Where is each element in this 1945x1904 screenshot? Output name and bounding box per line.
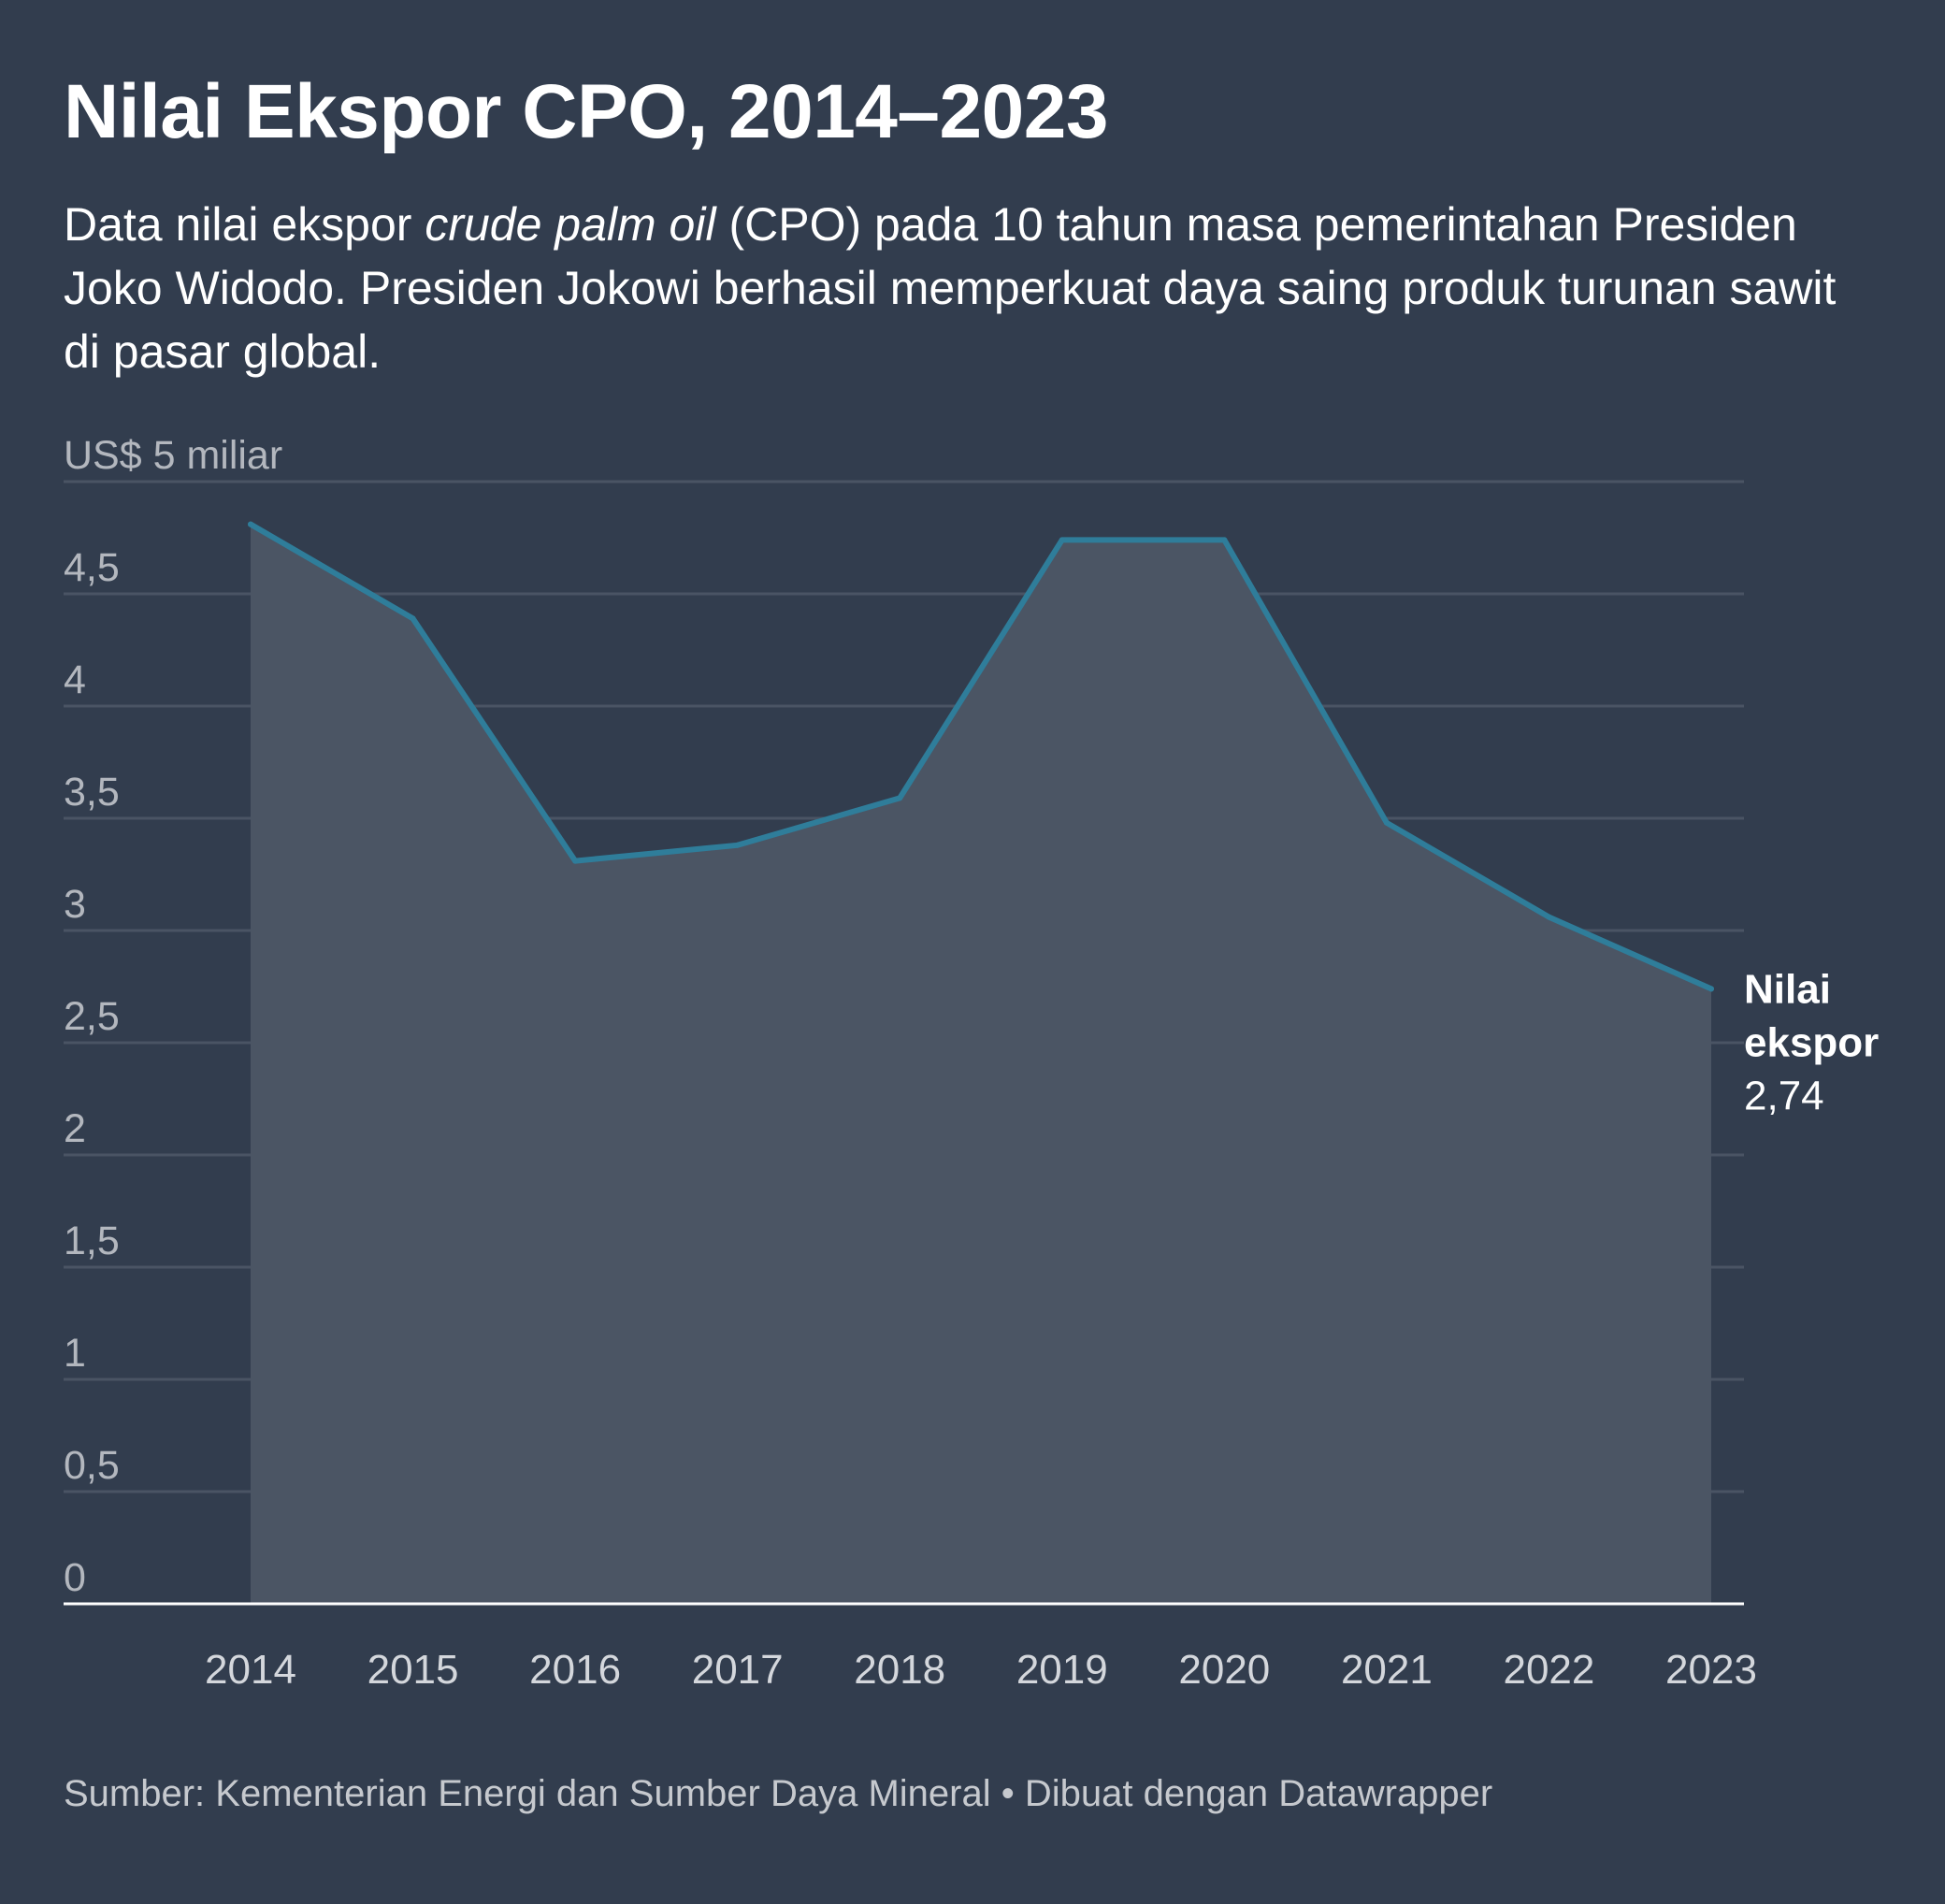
y-tick-label-2: 1 [64, 1331, 86, 1376]
data-point-2022 [1546, 914, 1552, 920]
footer-separator: • [1001, 1773, 1015, 1814]
data-point-2019 [1059, 537, 1065, 543]
x-tick-label-2020: 2020 [1178, 1647, 1270, 1693]
subtitle-text-end: (CPO) pada 10 tahun masa pemerintahan Pr… [64, 198, 1837, 378]
x-tick-label-2021: 2021 [1341, 1647, 1433, 1693]
y-tick-label-1: 0,5 [64, 1443, 120, 1488]
y-tick-label-0: 0 [64, 1555, 86, 1600]
y-tick-label-3: 1,5 [64, 1219, 120, 1263]
x-tick-label-2018: 2018 [854, 1647, 945, 1693]
series-line-nilai-ekspor [248, 521, 1714, 992]
x-tick-label-2023: 2023 [1665, 1647, 1757, 1693]
y-tick-label-6: 3 [64, 882, 86, 927]
end-label-value: 2,74 [1744, 1073, 1824, 1118]
x-tick-label-2019: 2019 [1016, 1647, 1108, 1693]
y-tick-label-9: 4,5 [64, 545, 120, 590]
chart-footer: Sumber: Kementerian Energi dan Sumber Da… [64, 1769, 1840, 1818]
y-axis-tick-labels: 0 0,5 1 1,5 2 2,5 3 3,5 4 4,5 US$ 5 miliar [64, 433, 282, 1600]
data-point-2018 [897, 795, 903, 801]
end-label-series-name-line1: Nilai [1744, 966, 1831, 1012]
data-point-2021 [1383, 819, 1390, 826]
data-point-2014 [248, 521, 253, 527]
chart-title: Nilai Ekspor CPO, 2014–2023 [64, 69, 1108, 154]
end-label: Nilai ekspor 2,74 [1744, 966, 1879, 1118]
data-point-2017 [734, 842, 741, 848]
y-tick-label-10: US$ 5 miliar [64, 433, 282, 478]
data-point-2016 [572, 858, 579, 864]
x-axis-tick-labels: 2014 2015 2016 2017 2018 2019 2020 2021 2022 2023 [205, 1647, 1757, 1693]
y-tick-label-4: 2 [64, 1106, 86, 1151]
y-tick-label-7: 3,5 [64, 770, 120, 815]
x-tick-label-2017: 2017 [692, 1647, 784, 1693]
x-tick-label-2014: 2014 [205, 1647, 296, 1693]
data-points [248, 521, 1714, 992]
data-point-2015 [410, 615, 416, 622]
line-area-chart: 00,511,522,533,544,5US$ 5 miliar 2014 201… [64, 433, 1879, 1693]
x-tick-label-2015: 2015 [367, 1647, 459, 1693]
subtitle-italic-term: crude palm oil [425, 198, 716, 251]
chart-subtitle: Data nilai ekspor crude palm oil (CPO) p… [64, 193, 1868, 383]
data-point-2023 [1708, 986, 1714, 992]
subtitle-text-start: Data nilai ekspor [64, 198, 425, 251]
credit-note: Dibuat dengan Datawrapper [1024, 1773, 1493, 1814]
y-tick-label-5: 2,5 [64, 994, 120, 1039]
x-tick-label-2016: 2016 [529, 1647, 621, 1693]
area-fill [251, 524, 1711, 1604]
source-note: Sumber: Kementerian Energi dan Sumber Da… [64, 1773, 991, 1814]
end-label-series-name-line2: ekspor [1744, 1019, 1879, 1065]
x-tick-label-2022: 2022 [1503, 1647, 1594, 1693]
y-tick-label-8: 4 [64, 657, 86, 702]
data-point-2020 [1221, 537, 1228, 543]
